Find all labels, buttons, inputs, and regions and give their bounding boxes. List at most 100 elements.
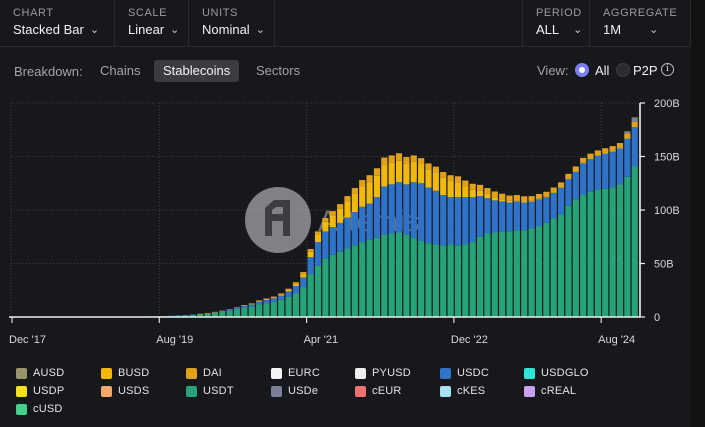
- bar-dai-2022-05[interactable]: [403, 157, 410, 164]
- bar-usdc-2020-05[interactable]: [226, 309, 233, 311]
- bar-busd-2023-08[interactable]: [513, 200, 520, 202]
- bar-busd-2021-04[interactable]: [307, 251, 314, 258]
- bar-dai-2024-10[interactable]: [616, 143, 624, 148]
- bar-dai-2020-06[interactable]: [233, 307, 241, 308]
- bar-dai-2022-11[interactable]: [447, 175, 454, 182]
- bar-dai-2021-03[interactable]: [300, 272, 307, 275]
- bar-usdc-2022-03[interactable]: [388, 184, 395, 234]
- bar-busd-2022-09[interactable]: [432, 172, 439, 191]
- bar-busd-2023-02[interactable]: [469, 189, 476, 198]
- bar-busd-2020-08[interactable]: [248, 303, 255, 305]
- bar-ausd-2024-11[interactable]: [624, 131, 631, 132]
- bar-usdc-2024-01[interactable]: [550, 192, 557, 219]
- bar-busd-2023-03[interactable]: [476, 190, 484, 197]
- bar-usdt-2020-03[interactable]: [211, 312, 219, 317]
- bar-dai-2021-01[interactable]: [285, 288, 292, 290]
- bar-ausd-2024-12[interactable]: [631, 117, 638, 119]
- bar-dai-2024-09[interactable]: [609, 146, 616, 151]
- bar-busd-2020-11[interactable]: [270, 297, 277, 299]
- bar-busd-2024-06[interactable]: [587, 158, 594, 160]
- tab-sectors[interactable]: Sectors: [256, 63, 301, 78]
- bar-usdt-2020-11[interactable]: [270, 302, 277, 317]
- bar-usdt-2022-08[interactable]: [425, 243, 432, 317]
- bar-dai-2022-10[interactable]: [440, 172, 447, 178]
- bar-usdt-2023-03[interactable]: [476, 236, 484, 317]
- bar-busd-2022-12[interactable]: [454, 182, 462, 198]
- bar-usdt-2022-04[interactable]: [395, 232, 403, 317]
- bar-usdt-2024-07[interactable]: [594, 189, 601, 317]
- bar-usde-2024-12[interactable]: [631, 118, 638, 122]
- bar-usdc-2020-12[interactable]: [278, 295, 285, 300]
- bar-dai-2024-06[interactable]: [587, 153, 594, 159]
- bar-usdc-2024-08[interactable]: [602, 153, 609, 189]
- bar-usdc-2020-06[interactable]: [233, 307, 241, 309]
- bar-dai-2024-04[interactable]: [572, 166, 579, 172]
- bar-busd-2024-07[interactable]: [594, 155, 601, 156]
- bar-dai-2021-12[interactable]: [366, 175, 373, 183]
- bar-usdc-2021-03[interactable]: [300, 277, 307, 288]
- bar-usdt-2022-02[interactable]: [381, 234, 388, 317]
- bar-busd-2021-12[interactable]: [366, 182, 373, 204]
- bar-usdc-2020-09[interactable]: [256, 301, 263, 305]
- bar-dai-2021-05[interactable]: [314, 231, 322, 235]
- bar-dai-2023-07[interactable]: [506, 195, 513, 201]
- bar-usdt-2023-07[interactable]: [506, 231, 513, 317]
- bar-usdt-2021-01[interactable]: [285, 296, 292, 317]
- chart-type-select[interactable]: CHART Stacked Bar ⌄: [0, 0, 115, 46]
- bar-busd-2023-11[interactable]: [535, 198, 543, 200]
- bar-busd-2022-10[interactable]: [440, 177, 447, 196]
- bar-usdt-2022-06[interactable]: [410, 237, 417, 317]
- bar-usdt-2022-05[interactable]: [403, 234, 410, 317]
- bar-usdt-2020-07[interactable]: [241, 307, 248, 317]
- bar-usdt-2021-09[interactable]: [344, 248, 351, 317]
- bar-busd-2022-08[interactable]: [425, 169, 432, 188]
- bar-usdt-2024-09[interactable]: [609, 187, 616, 317]
- bar-busd-2024-09[interactable]: [609, 150, 616, 152]
- bar-busd-2023-06[interactable]: [499, 199, 506, 202]
- bar-usdc-2023-04[interactable]: [484, 198, 491, 234]
- bar-usdc-2021-07[interactable]: [329, 227, 336, 255]
- bar-usdc-2024-06[interactable]: [587, 158, 594, 192]
- bar-dai-2024-01[interactable]: [550, 187, 557, 193]
- bar-usdt-2024-10[interactable]: [616, 184, 624, 317]
- bar-dai-2024-03[interactable]: [565, 173, 572, 179]
- bar-dai-2020-01[interactable]: [197, 313, 204, 315]
- bar-busd-2024-05[interactable]: [580, 162, 587, 164]
- bar-dai-2020-11[interactable]: [270, 296, 277, 298]
- bar-dai-2021-08[interactable]: [337, 204, 344, 209]
- bar-usdc-2024-10[interactable]: [616, 147, 624, 185]
- scrollbar[interactable]: [691, 0, 705, 427]
- bar-usdt-2020-08[interactable]: [248, 306, 255, 317]
- bar-usdc-2019-12[interactable]: [189, 314, 196, 316]
- bar-usdc-2023-02[interactable]: [469, 197, 476, 243]
- bar-dai-2021-11[interactable]: [359, 180, 366, 187]
- bar-usdt-2022-03[interactable]: [388, 233, 395, 317]
- bar-usdc-2022-08[interactable]: [425, 187, 432, 244]
- bar-busd-2023-01[interactable]: [462, 186, 469, 198]
- bar-dai-2023-06[interactable]: [499, 193, 506, 200]
- bar-usdt-2022-12[interactable]: [454, 245, 462, 317]
- bar-usdt-2024-01[interactable]: [550, 218, 557, 317]
- bar-usdc-2023-10[interactable]: [528, 201, 535, 229]
- bar-usdc-2024-12[interactable]: [631, 126, 638, 167]
- bar-busd-2021-02[interactable]: [292, 283, 300, 286]
- bar-usdc-2019-09[interactable]: [167, 315, 174, 317]
- bar-dai-2021-09[interactable]: [344, 196, 351, 202]
- bar-usdt-2021-07[interactable]: [329, 254, 336, 317]
- bar-usdt-2021-03[interactable]: [300, 287, 307, 317]
- units-select[interactable]: UNITS Nominal ⌄: [189, 0, 275, 46]
- bar-busd-2021-05[interactable]: [314, 234, 322, 243]
- info-icon[interactable]: i: [661, 63, 674, 76]
- bar-busd-2022-11[interactable]: [447, 181, 454, 198]
- bar-dai-2020-09[interactable]: [256, 300, 263, 302]
- tab-stablecoins[interactable]: Stablecoins: [154, 60, 240, 82]
- bar-busd-2021-08[interactable]: [337, 208, 344, 223]
- tab-chains[interactable]: Chains: [100, 63, 141, 78]
- bar-dai-2020-07[interactable]: [241, 305, 248, 306]
- bar-usdt-2022-09[interactable]: [432, 244, 439, 317]
- bar-usdt-2024-08[interactable]: [602, 188, 609, 317]
- bar-dai-2024-07[interactable]: [594, 150, 601, 156]
- bar-usdt-2023-12[interactable]: [543, 222, 550, 317]
- bar-busd-2023-10[interactable]: [528, 200, 535, 202]
- bar-busd-2024-11[interactable]: [624, 138, 631, 139]
